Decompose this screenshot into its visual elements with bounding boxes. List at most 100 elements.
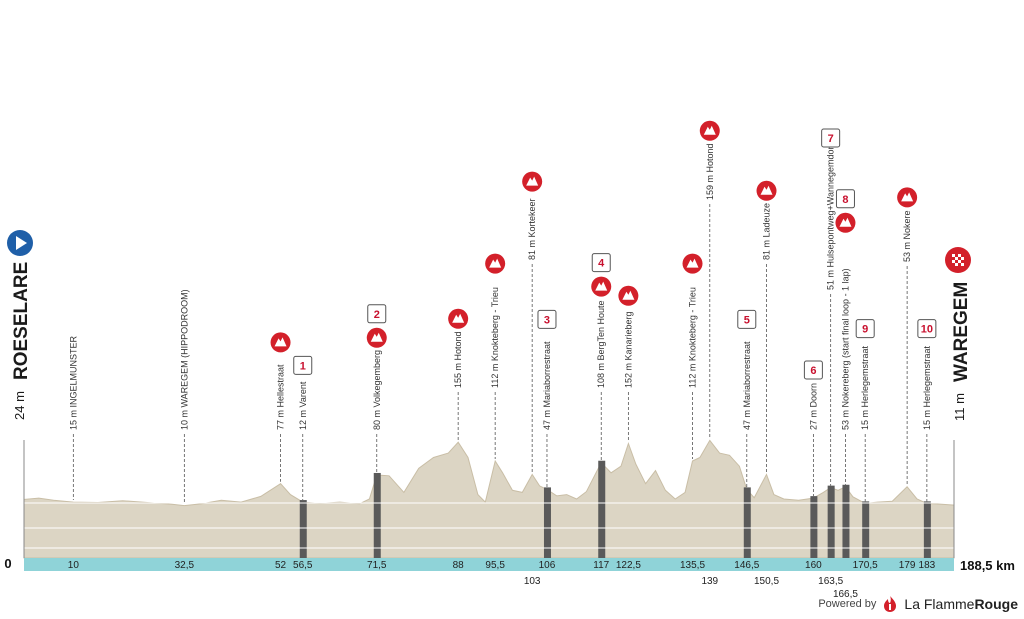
climb-badge-icon [682, 253, 703, 274]
start-play-icon [7, 230, 33, 256]
waypoint-leaders: 15 m INGELMUNSTER 10 m WAREGEM (HIPPODROO… [68, 141, 932, 504]
sector-number: 1 [300, 360, 306, 372]
distance-tick-label: 135,5 [680, 560, 705, 571]
cobble-sector-8 [842, 484, 850, 558]
waypoint-label: 27 m Doorn [808, 383, 818, 430]
brand-name: La FlammeRouge [904, 596, 1018, 612]
sector-box-frame [591, 253, 611, 273]
distance-tick-label: 117 [593, 560, 609, 571]
distance-tick-label: 183 [919, 560, 936, 571]
cobble-sector-box: 8 [835, 189, 855, 209]
distance-tick-label: 32,5 [175, 560, 195, 571]
footer-credit: Powered by La FlammeRouge [818, 594, 1018, 614]
checker-square [958, 260, 961, 263]
cobble-sector-box: 4 [591, 253, 611, 273]
climb-badge-icon [448, 308, 469, 329]
climb-badge-icon [699, 120, 720, 141]
mountain-icon [489, 258, 502, 268]
mountain-icon [370, 332, 383, 342]
play-triangle [16, 236, 27, 250]
waypoint-label: 10 m WAREGEM (HIPPODROOM) [179, 289, 189, 430]
distance-tick-label: 160 [805, 560, 822, 571]
cobble-sector-5 [743, 487, 751, 558]
powered-by-label: Powered by [818, 598, 877, 610]
waypoint-label: 159 m Hotond [705, 143, 715, 200]
cobble-sector-2 [373, 472, 381, 558]
distance-tick-label: 52 [275, 560, 287, 571]
waypoint-label: 77 m Hellestraat [276, 364, 286, 430]
sector-number: 10 [921, 324, 933, 336]
sector-box-frame [835, 189, 855, 209]
waypoint-label: 12 m Varent [298, 381, 308, 430]
total-distance-label: 188,5 km [960, 558, 1015, 573]
sector-number: 3 [544, 314, 550, 326]
mountain-icon [703, 125, 716, 135]
cobble-sector-box: 5 [737, 309, 757, 329]
climb-badge-icon [756, 180, 777, 201]
distance-tick-label: 170,5 [853, 560, 878, 571]
waypoint-label: 15 m Herlegemstraat [922, 345, 932, 430]
cobble-sectors [24, 460, 954, 558]
waypoint-label: 51 m Hulsepontweg+Wannegemdorp [826, 141, 836, 290]
climb-badge-icon [270, 332, 291, 353]
distance-tick-label: 150,5 [754, 576, 779, 587]
checker-square [958, 254, 961, 257]
sector-number: 7 [828, 133, 834, 145]
cobble-sector-9 [862, 501, 870, 558]
sector-box-frame [803, 360, 823, 380]
climb-badge-icon [835, 212, 856, 233]
cobble-sector-box: 9 [855, 319, 875, 339]
checker-square [952, 254, 955, 257]
distance-tick-label: 122,5 [616, 560, 641, 571]
cobble-sector-4 [598, 460, 606, 558]
cobble-sector-7 [827, 485, 835, 558]
brand-name-part1: La Flamme [904, 596, 975, 612]
finish-city: WAREGEM [951, 282, 972, 382]
waypoint-label: 47 m Mariaborrestraat [542, 341, 552, 430]
sector-box-frame [293, 355, 313, 375]
mountain-icon [839, 217, 852, 227]
start-city: ROESELARE [11, 262, 32, 380]
sector-number: 9 [862, 324, 868, 336]
finish-altitude: 11 m [952, 393, 967, 421]
waypoint-label: 81 m Kortekeer [527, 198, 537, 260]
climb-badge-icon [591, 276, 612, 297]
distance-tick-label: 106 [539, 560, 556, 571]
sector-number: 8 [842, 194, 848, 206]
distance-tick-label: 103 [524, 576, 541, 587]
waypoint-label: 155 m Hotond [453, 331, 463, 388]
cobble-sector-box: 2 [367, 304, 387, 324]
mountain-icon [686, 258, 699, 268]
checker-square [952, 260, 955, 263]
waypoint-label: 112 m Knokteberg - Trieu [490, 287, 500, 388]
waypoint-label: 112 m Knokteberg - Trieu [688, 287, 698, 388]
cobble-sector-box: 10 [917, 319, 937, 339]
mountain-icon [274, 337, 287, 347]
sector-number: 2 [374, 309, 380, 321]
distance-tick-label: 163,5 [818, 576, 843, 587]
waypoint-label: 53 m Nokereberg (start final loop - 1 la… [840, 268, 850, 430]
cobble-sector-6 [810, 496, 818, 558]
cobble-sector-box: 1 [293, 355, 313, 375]
distance-tick-label: 88 [453, 560, 465, 571]
distance-tick-label: 166,5 [833, 589, 858, 600]
cobble-sector-box: 6 [803, 360, 823, 380]
waypoint-label: 47 m Mariaborrestraat [742, 341, 752, 430]
climb-badge-icon [618, 285, 639, 306]
checker-square [961, 257, 964, 260]
cobble-sector-box: 3 [537, 309, 557, 329]
checker-square [955, 257, 958, 260]
cobble-sector-1 [299, 500, 307, 558]
sector-number: 4 [598, 258, 605, 270]
waypoint-label: 108 m BergTen Houte [596, 300, 606, 388]
distance-tick-label: 146,5 [734, 560, 759, 571]
distance-tick-label: 56,5 [293, 560, 313, 571]
mountain-icon [452, 313, 465, 323]
mountain-icon [760, 185, 773, 195]
start-finish: ROESELARE 24 m WAREGEM 11 m [7, 230, 972, 558]
waypoint-label: 152 m Kanarieberg [623, 311, 633, 388]
mountain-icon [901, 192, 914, 202]
waypoint-label: 81 m Ladeuze [762, 203, 772, 260]
sector-box-frame [917, 319, 937, 339]
